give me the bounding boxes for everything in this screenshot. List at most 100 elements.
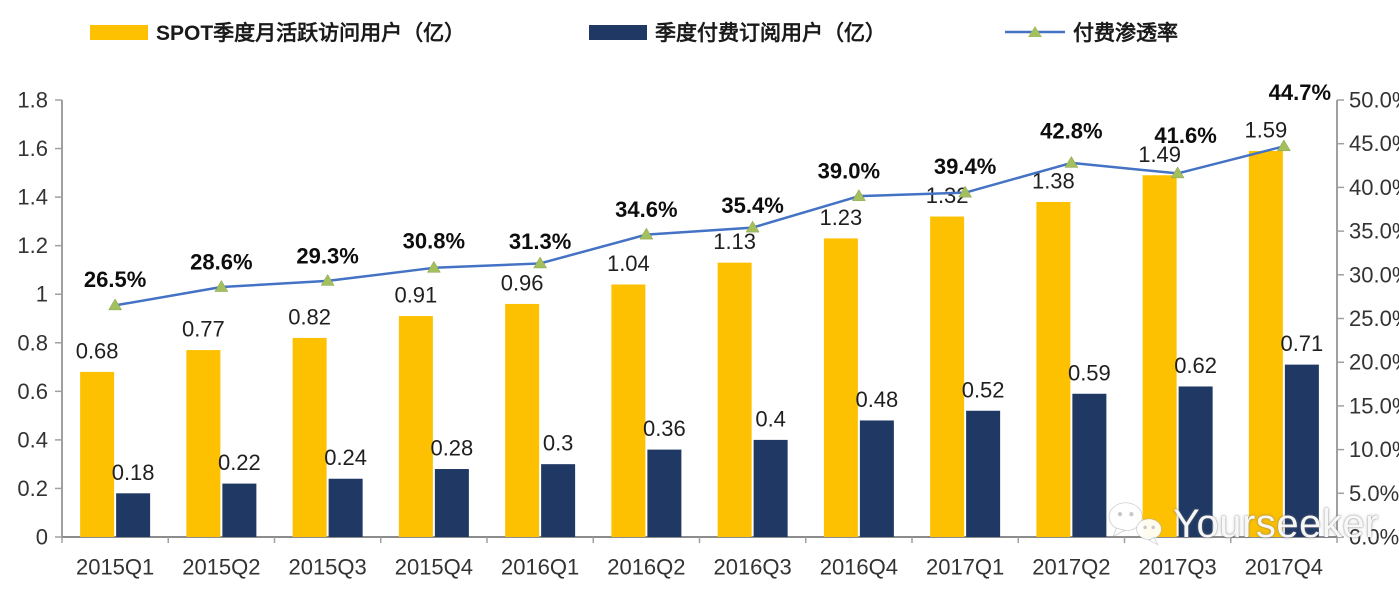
bar-mau: [1142, 175, 1177, 537]
y-axis-left-label: 0.2: [17, 476, 48, 501]
line-marker-triangle: [851, 189, 866, 201]
y-axis-left-label: 0.6: [17, 379, 48, 404]
legend-item-mau: SPOT季度月活跃访问用户（亿）: [90, 17, 465, 47]
x-axis-label: 2017Q2: [1032, 555, 1110, 580]
line-marker-triangle: [108, 298, 123, 311]
line-marker-triangle: [214, 280, 229, 292]
line-marker-triangle: [745, 220, 760, 233]
bar-label-mau: 1.49: [1138, 142, 1181, 167]
bar-label-mau: 0.68: [76, 338, 119, 363]
bar-label-subs: 0.36: [643, 416, 686, 441]
pct-label: 34.6%: [615, 197, 677, 222]
pct-label: 35.4%: [721, 193, 783, 218]
legend-label-subs: 季度付费订阅用户（亿）: [655, 22, 886, 45]
bar-mau: [1248, 150, 1283, 537]
bar-label-subs: 0.28: [430, 436, 473, 461]
bar-label-subs: 0.3: [543, 431, 574, 456]
y-axis-left-label: 0: [36, 525, 48, 550]
x-axis-label: 2016Q1: [501, 555, 579, 580]
bar-label-subs: 0.71: [1280, 331, 1323, 356]
bar-mau: [717, 262, 752, 537]
bar-label-mau: 1.04: [607, 251, 650, 276]
x-axis-label: 2015Q3: [288, 555, 366, 580]
bar-subs: [116, 493, 151, 537]
x-axis-label: 2016Q2: [607, 555, 685, 580]
bar-subs: [541, 464, 576, 537]
bar-label-mau: 1.59: [1244, 117, 1287, 142]
y-axis-right-label: 0.0%: [1349, 525, 1399, 550]
y-axis-left-label: 1: [36, 282, 48, 307]
bar-label-subs: 0.48: [855, 387, 898, 412]
y-axis-right-label: 30.0%: [1349, 262, 1399, 287]
y-axis-right-label: 15.0%: [1349, 393, 1399, 418]
bar-mau: [930, 216, 965, 538]
bar-label-subs: 0.62: [1174, 353, 1217, 378]
x-axis-label: 2015Q4: [395, 555, 473, 580]
penetration-line: [114, 145, 1285, 307]
pct-label: 28.6%: [190, 250, 252, 275]
pct-label: 30.8%: [403, 228, 465, 253]
line-marker-triangle: [1276, 139, 1291, 152]
bar-label-mau: 0.96: [501, 270, 544, 295]
bar-label-subs: 0.22: [218, 450, 261, 475]
line-marker-triangle: [426, 260, 441, 273]
bar-subs: [222, 483, 257, 537]
bar-label-subs: 0.4: [755, 406, 786, 431]
y-axis-left-label: 1.4: [17, 185, 48, 210]
bar-subs: [859, 420, 894, 537]
mau-swatch-icon: [90, 24, 148, 40]
line-marker-triangle: [533, 256, 548, 269]
bar-subs: [753, 439, 788, 537]
pct-label: 31.3%: [509, 229, 571, 254]
bar-mau: [292, 337, 327, 537]
bar-subs: [1178, 386, 1213, 537]
bar-mau: [80, 371, 115, 537]
y-axis-right-label: 25.0%: [1349, 306, 1399, 331]
bar-subs: [328, 478, 363, 537]
bar-mau: [505, 303, 540, 537]
bar-mau: [1036, 201, 1071, 537]
pct-label: 26.5%: [84, 267, 146, 292]
legend-item-penetration: 付费渗透率: [1005, 17, 1178, 47]
pct-label: 44.7%: [1269, 80, 1331, 105]
bar-label-mau: 1.23: [819, 205, 862, 230]
line-marker-triangle: [1064, 155, 1079, 168]
bar-label-subs: 0.24: [324, 445, 367, 470]
pct-label: 42.8%: [1040, 118, 1102, 143]
line-marker-triangle: [320, 273, 335, 286]
y-axis-left-label: 0.8: [17, 330, 48, 355]
y-axis-left-label: 1.6: [17, 136, 48, 161]
x-axis-label: 2015Q1: [76, 555, 154, 580]
bar-label-mau: 0.91: [394, 283, 437, 308]
legend-item-subs: 季度付费订阅用户（亿）: [589, 17, 886, 47]
legend-label-penetration: 付费渗透率: [1073, 22, 1178, 45]
y-axis-left-label: 1.2: [17, 233, 48, 258]
x-axis-label: 2015Q2: [182, 555, 260, 580]
bar-mau: [398, 316, 433, 537]
bar-mau: [823, 238, 858, 537]
legend-label-mau: SPOT季度月活跃访问用户（亿）: [156, 22, 466, 45]
line-marker-triangle: [958, 185, 973, 198]
y-axis-right-label: 35.0%: [1349, 219, 1399, 244]
bar-label-mau: 1.13: [713, 229, 756, 254]
pct-label: 39.4%: [934, 154, 996, 179]
bar-label-mau: 0.77: [182, 317, 225, 342]
bar-subs: [966, 410, 1001, 537]
bar-label-subs: 0.59: [1068, 360, 1111, 385]
line-marker-triangle: [639, 227, 654, 240]
bar-label-mau: 0.82: [288, 304, 331, 329]
bar-mau: [186, 350, 221, 537]
y-axis-left-label: 0.4: [17, 427, 48, 452]
line-marker-triangle: [1170, 166, 1185, 179]
y-axis-right-label: 20.0%: [1349, 350, 1399, 375]
subs-swatch-icon: [589, 24, 647, 40]
bar-subs: [647, 449, 682, 537]
pct-label: 39.0%: [818, 159, 880, 184]
pct-label: 29.3%: [296, 243, 358, 268]
x-axis-label: 2017Q1: [926, 555, 1004, 580]
x-axis-label: 2016Q3: [713, 555, 791, 580]
x-axis-label: 2017Q3: [1138, 555, 1216, 580]
y-axis-right-label: 10.0%: [1349, 437, 1399, 462]
y-axis-right-label: 50.0%: [1349, 88, 1399, 113]
